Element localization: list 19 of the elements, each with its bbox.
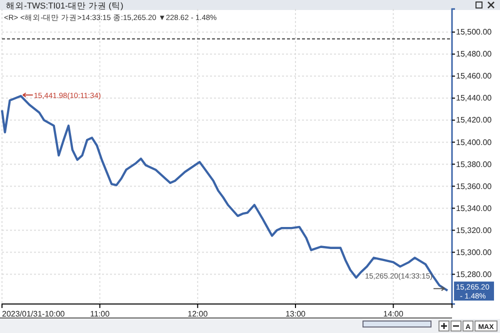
y-tick-label: 15,480.00: [456, 50, 492, 59]
y-tick-label: 15,500.00: [456, 28, 492, 37]
y-tick-label: 15,340.00: [456, 204, 492, 213]
x-tick-label: 2023/01/31-10:00: [2, 310, 66, 319]
x-tick-label: 11:00: [90, 310, 110, 319]
line-series: [0, 94, 449, 292]
y-tick-label: 15,280.00: [456, 270, 492, 279]
y-tick-label: 15,300.00: [456, 248, 492, 257]
y-tick-label: 15,400.00: [456, 138, 492, 147]
x-tick-label: 13:00: [285, 310, 306, 319]
y-tick-label: 15,440.00: [456, 94, 492, 103]
x-tick-label: 12:00: [188, 310, 208, 319]
y-tick-label: 15,320.00: [456, 226, 492, 235]
y-tick-label: 15,360.00: [456, 182, 492, 191]
y-tick-label: 15,460.00: [456, 72, 492, 81]
chart-title: 해외-TWS:TI01-대만 가권 (틱): [6, 0, 124, 10]
y-tick-label: 15,380.00: [456, 160, 492, 169]
y-tick-label: 15,420.00: [456, 116, 492, 125]
x-tick-label: 14:00: [383, 310, 404, 319]
